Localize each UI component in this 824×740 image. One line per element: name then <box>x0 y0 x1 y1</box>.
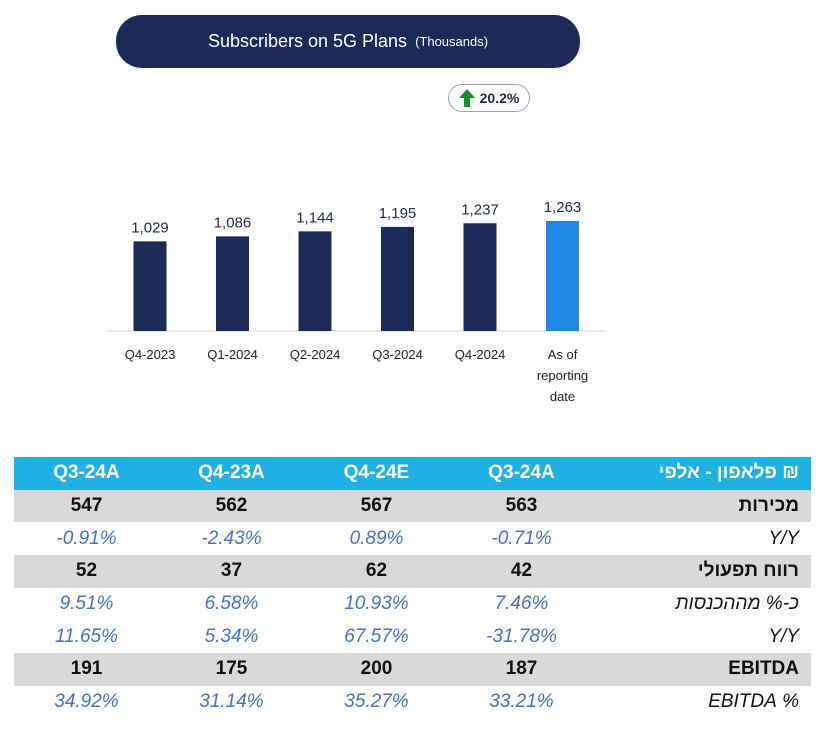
table-cell: 62 <box>304 555 449 588</box>
bar-value-label: 1,029 <box>131 219 169 236</box>
table-cell: 10.93% <box>344 593 409 615</box>
chart-title: Subscribers on 5G Plans (Thousands) <box>116 15 580 68</box>
bar <box>381 226 414 331</box>
table-row: 52 37 62 42 רווח תפעולי <box>14 555 811 588</box>
growth-value: 20.2% <box>479 90 520 106</box>
table-cell: 7.46% <box>494 593 549 615</box>
table-cell: 34.92% <box>54 691 119 713</box>
table-cell: 563 <box>449 489 594 523</box>
table-cell: 0.89% <box>349 527 404 549</box>
bar <box>546 221 579 331</box>
table-cell: 52 <box>14 555 159 588</box>
table-cell: 191 <box>14 653 159 686</box>
table-col-header: Q3-24A <box>14 457 159 490</box>
bar <box>216 236 249 331</box>
table-cell: 547 <box>14 489 159 523</box>
x-tick-label: Q1-2024 <box>207 347 258 362</box>
financial-table: Q3-24A Q4-23A Q4-24E Q3-24A פלאפון - אלפ… <box>14 457 811 719</box>
table-row-label: EBITDA <box>594 653 811 686</box>
table-row-label: כ-% מההכנסות <box>675 593 800 615</box>
table-cell: 9.51% <box>59 593 114 615</box>
table-cell: 200 <box>304 653 449 686</box>
table-cell: 5.34% <box>204 625 259 647</box>
x-tick-label: As of reporting date <box>537 347 588 404</box>
table-col-header: Q4-24E <box>304 457 449 490</box>
table-header-label: פלאפון - אלפי ₪ <box>594 457 811 490</box>
table-row: 9.51% 6.58% 10.93% 7.46% כ-% מההכנסות <box>14 588 811 621</box>
table-cell: -31.78% <box>486 625 557 647</box>
table-cell: 35.27% <box>344 691 409 713</box>
bar-value-label: 1,263 <box>544 199 582 216</box>
table-cell: -0.71% <box>491 527 552 549</box>
table-cell: 567 <box>304 489 449 523</box>
table-cell: -2.43% <box>201 527 262 549</box>
table-row-label: Y/Y <box>768 527 799 549</box>
table-cell: 37 <box>159 555 304 588</box>
x-tick-label: Q2-2024 <box>290 347 341 362</box>
bar-value-label: 1,195 <box>379 205 417 222</box>
arrow-up-icon <box>458 89 475 107</box>
table-cell: 67.57% <box>344 625 409 647</box>
table-cell: 187 <box>449 653 594 686</box>
table-col-header: Q4-23A <box>159 457 304 490</box>
table-row: 34.92% 31.14% 35.27% 33.21% % EBITDA <box>14 686 811 719</box>
x-tick-label: Q4-2024 <box>455 347 506 362</box>
table-row-label: רווח תפעולי <box>594 555 811 588</box>
bar-value-label: 1,086 <box>214 214 252 231</box>
table-cell: 42 <box>449 555 594 588</box>
table-cell: 6.58% <box>204 593 259 615</box>
table-row-label: % EBITDA <box>708 691 799 713</box>
chart-title-main: Subscribers on 5G Plans <box>207 31 408 51</box>
table-row: 11.65% 5.34% 67.57% -31.78% Y/Y <box>14 620 811 653</box>
table-row: -0.91% -2.43% 0.89% -0.71% Y/Y <box>14 522 811 555</box>
chart-title-unit: (Thousands) <box>415 34 489 49</box>
table-row-label: Y/Y <box>768 625 799 647</box>
table-cell: 562 <box>159 489 304 523</box>
bar-chart: 1,029 Q4-2023 1,086 Q1-2024 1,144 Q2-2024 1,19… <box>108 199 606 404</box>
x-tick-label: Q3-2024 <box>372 347 423 362</box>
bar <box>463 223 497 331</box>
bar-value-label: 1,237 <box>461 201 499 218</box>
bar <box>298 231 332 331</box>
growth-badge: 20.2% <box>448 84 530 112</box>
table-cell: 31.14% <box>199 691 264 713</box>
table-cell: 175 <box>159 653 304 686</box>
table-col-header: Q3-24A <box>449 457 594 490</box>
table-cell: -0.91% <box>56 527 117 549</box>
table-cell: 33.21% <box>489 691 554 713</box>
table-row-label: מכירות <box>594 489 811 523</box>
x-tick-label: Q4-2023 <box>125 347 176 362</box>
table-row: 191 175 200 187 EBITDA <box>14 653 811 686</box>
bar-value-label: 1,144 <box>296 209 334 226</box>
table-cell: 11.65% <box>54 625 119 647</box>
table-row: 547 562 567 563 מכירות <box>14 489 811 523</box>
table-header-row: Q3-24A Q4-23A Q4-24E Q3-24A פלאפון - אלפ… <box>14 457 811 490</box>
bar <box>133 241 167 331</box>
